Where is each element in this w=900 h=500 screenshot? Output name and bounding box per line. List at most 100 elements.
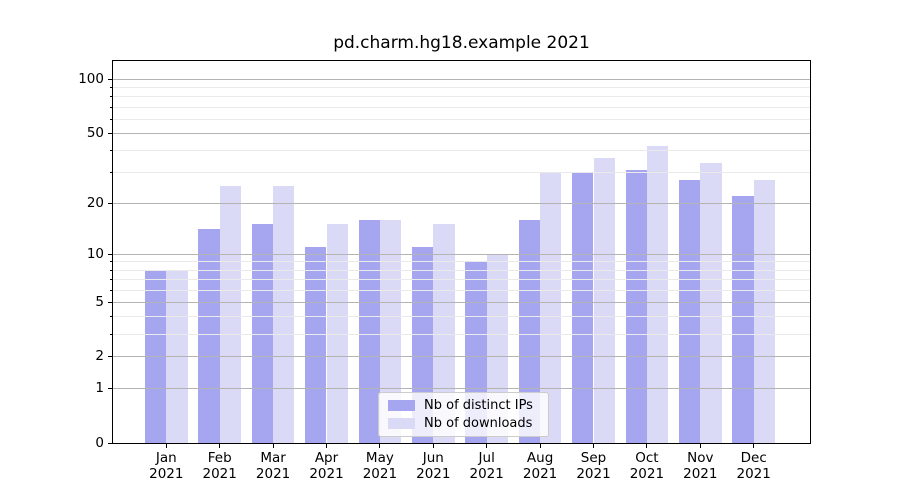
legend-item-downloads: Nb of downloads — [388, 416, 539, 431]
x-tick-label-dec: Dec 2021 — [722, 450, 786, 482]
gridline-minor-7 — [113, 278, 810, 280]
y-tick-label-10: 10 — [86, 245, 104, 262]
bar-nb-of-distinct-ips-sep — [572, 172, 594, 443]
gridline-major-1 — [113, 388, 810, 390]
y-tick-label-20: 20 — [86, 194, 104, 211]
legend-item-distinct-ips: Nb of distinct IPs — [388, 398, 539, 413]
gridline-major-5 — [113, 301, 810, 303]
gridline-minor-9 — [113, 261, 810, 263]
x-tick-month: Jan — [155, 450, 177, 466]
xtick-aug — [539, 444, 541, 448]
ytick-major-5 — [108, 301, 112, 303]
legend-swatch-downloads-icon — [388, 418, 415, 429]
gridline-minor-90 — [113, 87, 810, 89]
bar-nb-of-distinct-ips-aug — [518, 219, 541, 443]
x-tick-label-jul: Jul 2021 — [455, 450, 519, 482]
x-tick-label-sep: Sep 2021 — [562, 450, 626, 482]
ytick-minor-60 — [110, 118, 112, 120]
gridline-minor-4 — [113, 316, 810, 318]
x-tick-year: 2021 — [736, 466, 771, 482]
gridline-minor-40 — [113, 150, 810, 152]
gridline-minor-30 — [113, 172, 810, 174]
ytick-minor-3 — [110, 333, 112, 335]
plot-area: Nb of distinct IPs Nb of downloads — [112, 60, 811, 444]
ytick-minor-70 — [110, 106, 112, 108]
x-tick-year: 2021 — [202, 466, 237, 482]
ytick-minor-8 — [110, 269, 112, 271]
gridline-major-20 — [113, 202, 810, 204]
ytick-minor-90 — [110, 87, 112, 89]
xtick-dec — [753, 444, 755, 448]
xtick-sep — [593, 444, 594, 448]
bar-nb-of-downloads-dec — [753, 180, 776, 443]
gridline-major-10 — [113, 253, 810, 255]
x-tick-month: Jul — [478, 450, 495, 466]
x-tick-label-mar: Mar 2021 — [241, 450, 305, 482]
grid-layer — [113, 61, 810, 443]
x-tick-month: Nov — [687, 450, 714, 466]
legend-label-downloads: Nb of downloads — [424, 416, 533, 431]
x-tick-year: 2021 — [149, 466, 184, 482]
ytick-major-2 — [108, 356, 112, 358]
y-tick-label-5: 5 — [95, 293, 104, 310]
ytick-major-1 — [108, 388, 112, 390]
xtick-feb — [219, 444, 221, 448]
x-tick-label-jan: Jan 2021 — [134, 450, 198, 482]
x-tick-month: Jun — [422, 450, 444, 466]
y-tick-label-2: 2 — [95, 348, 104, 365]
ytick-major-10 — [108, 253, 112, 255]
gridline-minor-80 — [113, 96, 810, 98]
gridline-minor-3 — [113, 333, 810, 335]
bar-nb-of-distinct-ips-apr — [305, 247, 327, 443]
legend: Nb of distinct IPs Nb of downloads — [378, 392, 549, 437]
bar-nb-of-distinct-ips-feb — [198, 229, 220, 443]
x-tick-label-aug: Aug 2021 — [508, 450, 572, 482]
gridline-minor-60 — [113, 118, 810, 120]
x-tick-label-may: May 2021 — [348, 450, 412, 482]
xtick-jan — [165, 444, 167, 448]
bar-nb-of-downloads-aug — [540, 172, 562, 443]
x-tick-year: 2021 — [469, 466, 504, 482]
ytick-minor-6 — [110, 289, 112, 291]
bar-nb-of-downloads-sep — [593, 158, 615, 443]
gridline-major-2 — [113, 356, 810, 358]
x-tick-month: May — [365, 450, 394, 466]
bar-nb-of-downloads-nov — [700, 162, 722, 443]
bar-nb-of-distinct-ips-may — [358, 219, 380, 443]
ytick-minor-4 — [110, 316, 112, 318]
x-tick-year: 2021 — [683, 466, 718, 482]
x-tick-month: Oct — [635, 450, 659, 466]
x-tick-year: 2021 — [416, 466, 451, 482]
y-tick-label-1: 1 — [95, 380, 104, 397]
xtick-mar — [272, 444, 274, 448]
ytick-major-100 — [108, 79, 112, 80]
x-tick-year: 2021 — [362, 466, 398, 482]
bar-nb-of-downloads-mar — [273, 186, 295, 443]
gridline-major-100 — [113, 79, 810, 80]
x-tick-month: Mar — [260, 450, 286, 466]
x-tick-month: Aug — [526, 450, 554, 466]
bar-nb-of-downloads-feb — [219, 186, 242, 443]
ytick-minor-30 — [110, 172, 112, 174]
legend-swatch-distinct-ips-icon — [388, 400, 415, 411]
ytick-major-0 — [108, 443, 112, 444]
y-tick-label-0: 0 — [95, 435, 104, 451]
gridline-minor-70 — [113, 106, 810, 108]
x-tick-month: Sep — [580, 450, 607, 466]
x-tick-month: Apr — [314, 450, 339, 466]
ytick-minor-40 — [110, 150, 112, 152]
x-tick-year: 2021 — [576, 466, 611, 482]
bar-nb-of-downloads-oct — [646, 146, 669, 443]
xtick-jul — [486, 444, 488, 448]
x-tick-year: 2021 — [522, 466, 558, 482]
x-tick-year: 2021 — [309, 466, 344, 482]
ytick-minor-80 — [110, 96, 112, 98]
gridline-minor-6 — [113, 289, 810, 291]
y-tick-label-50: 50 — [86, 124, 104, 141]
x-tick-label-apr: Apr 2021 — [295, 450, 359, 482]
y-tick-label-100: 100 — [78, 71, 104, 87]
xtick-may — [379, 444, 381, 448]
gridline-major-50 — [113, 132, 810, 134]
ytick-minor-9 — [110, 261, 112, 263]
